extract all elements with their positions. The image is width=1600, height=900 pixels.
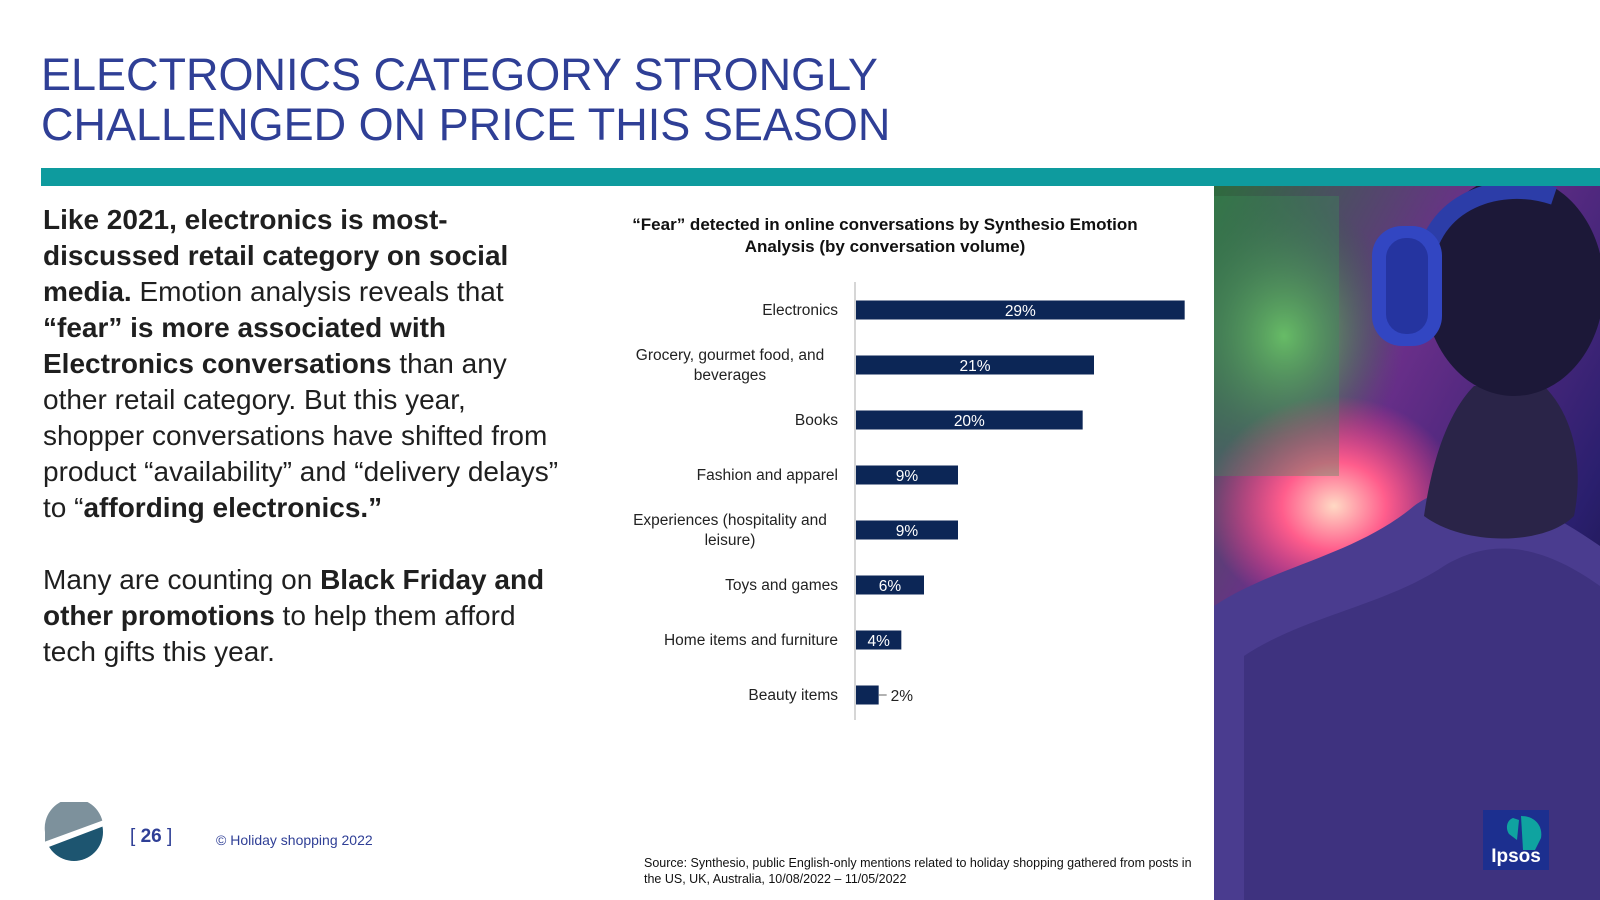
ipsos-logo-text: Ipsos (1491, 846, 1541, 867)
bar (856, 410, 1083, 430)
bar (856, 520, 958, 540)
bar (856, 630, 902, 650)
category-label: Beauty items (748, 687, 838, 704)
category-label: Books (795, 412, 838, 429)
value-label: 9% (896, 468, 919, 485)
category-label: Grocery, gourmet food, and beverages (636, 347, 824, 384)
paragraph-2: Many are counting on Black Friday and ot… (43, 562, 563, 670)
p2-text-2: to help them afford tech gifts this year… (43, 600, 516, 667)
source-note: Source: Synthesio, public English-only m… (644, 856, 1192, 886)
slide-title-line-1: ELECTRONICS CATEGORY STRONGLY (41, 49, 878, 100)
value-label: 6% (879, 578, 902, 595)
p1-bold-3: affording electronics.” (83, 492, 383, 523)
p2-bold-1: Black Friday and other promotions (43, 564, 545, 631)
accent-divider (41, 168, 1600, 186)
ipsos-logo-icon: Ipsos (1483, 810, 1549, 870)
bar (856, 355, 1094, 375)
page-number: [ 26 ] (130, 826, 172, 848)
bar (856, 685, 879, 705)
bar (856, 465, 958, 485)
category-label: Electronics (762, 302, 838, 319)
category-label: Home items and furniture (664, 632, 838, 649)
p2-text-1: Many are counting on (43, 564, 321, 595)
value-label: 4% (867, 633, 890, 650)
category-label: Experiences (hospitality and leisure) (633, 512, 827, 549)
value-label: 21% (959, 358, 990, 375)
bar-chart: Electronics 29% Grocery, gourmet food, and… (633, 282, 1185, 720)
p1-bold-2: “fear” is more associated with Electroni… (43, 312, 447, 379)
category-label: Fashion and apparel (697, 467, 838, 484)
page-number-value: 26 (140, 826, 162, 847)
value-label: 9% (896, 523, 919, 540)
slide-title-line-2: CHALLENGED ON PRICE THIS SEASON (41, 99, 891, 150)
gamer-photo (1214, 186, 1600, 900)
slide-title: ELECTRONICS CATEGORY STRONGLY CHALLENGED… (41, 50, 1141, 150)
bar (856, 300, 1185, 320)
copyright-text: © Holiday shopping 2022 (216, 832, 373, 848)
p1-bold-1: Like 2021, electronics is most-discussed… (43, 204, 509, 307)
page-bracket-open: [ (130, 826, 141, 847)
p1-text-2: than any other retail category. But this… (43, 348, 559, 523)
body-text: Like 2021, electronics is most-discussed… (43, 202, 563, 670)
bar (856, 575, 924, 595)
value-label: 29% (1005, 303, 1036, 320)
p1-text-1: Emotion analysis reveals that (131, 276, 504, 307)
company-logo-icon (44, 802, 104, 861)
paragraph-1: Like 2021, electronics is most-discussed… (43, 202, 563, 526)
gamer-photo-graphic (1214, 186, 1600, 900)
chart-title: “Fear” detected in online conversations … (632, 215, 1138, 256)
category-label: Toys and games (725, 577, 838, 594)
page-bracket-close: ] (161, 826, 173, 847)
value-label: 20% (954, 413, 985, 430)
value-label: 2% (891, 688, 914, 705)
